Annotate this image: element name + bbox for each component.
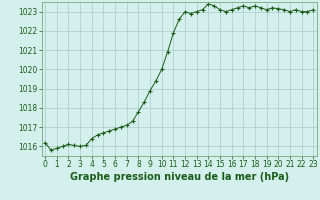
X-axis label: Graphe pression niveau de la mer (hPa): Graphe pression niveau de la mer (hPa) — [70, 172, 289, 182]
